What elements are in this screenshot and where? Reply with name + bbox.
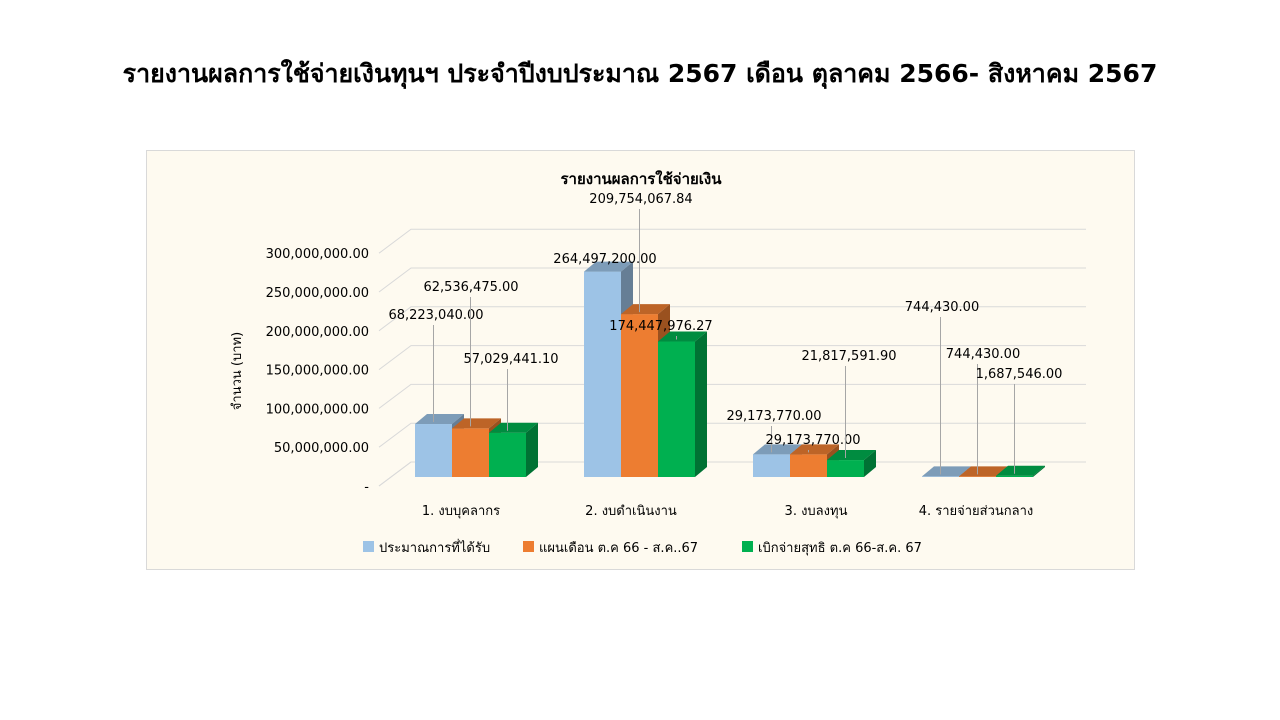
bar-side	[1033, 465, 1045, 477]
data-label: 29,173,770.00	[765, 433, 860, 448]
data-label: 174,447,976.27	[609, 319, 712, 334]
y-tick-label: 100,000,000.00	[266, 402, 369, 417]
bar-side	[526, 422, 538, 477]
bar-top	[959, 466, 1008, 477]
bar-top	[658, 331, 707, 342]
legend-swatch	[742, 541, 753, 552]
bar-top	[790, 444, 839, 455]
data-label: 1,687,546.00	[976, 367, 1063, 382]
x-tick-label: 3. งบลงทุน	[785, 504, 848, 519]
bar-top	[827, 450, 876, 461]
bar-top	[584, 261, 633, 272]
legend-swatch	[523, 541, 534, 552]
y-tick-label: 150,000,000.00	[266, 364, 369, 379]
bar-front	[621, 314, 658, 477]
bar-front	[452, 428, 489, 477]
y-tick-label: -	[364, 480, 369, 495]
gridline	[378, 422, 1086, 448]
bar-front	[489, 432, 526, 477]
gridline	[378, 267, 1086, 293]
y-axis-label: จำนวน (บาท)	[230, 332, 245, 410]
y-tick-label: 200,000,000.00	[266, 325, 369, 340]
bar-front	[415, 424, 452, 477]
bar-top	[753, 444, 802, 455]
bar-side	[695, 331, 707, 477]
data-label: 57,029,441.10	[463, 352, 558, 367]
x-tick-label: 4. รายจ่ายส่วนกลาง	[919, 504, 1034, 519]
x-tick-label: 1. งบบุคลากร	[422, 504, 500, 519]
data-label: 62,536,475.00	[423, 280, 518, 295]
bar-top	[621, 304, 670, 315]
x-tick-label: 2. งบดำเนินงาน	[585, 504, 677, 519]
data-label: 29,173,770.00	[726, 409, 821, 424]
bar-front	[790, 454, 827, 477]
bar-front	[922, 476, 959, 477]
data-label: 264,497,200.00	[553, 252, 656, 267]
bar-front	[753, 454, 790, 477]
data-label: 744,430.00	[946, 347, 1020, 362]
bar-front	[996, 475, 1033, 477]
legend-label: แผนเดือน ต.ค 66 - ส.ค..67	[539, 540, 698, 556]
legend-label: ประมาณการที่ได้รับ	[379, 539, 490, 556]
legend-label: เบิกจ่ายสุทธิ ต.ค 66-ส.ค. 67	[758, 541, 922, 556]
bar-top	[922, 466, 971, 477]
y-tick-label: 250,000,000.00	[266, 286, 369, 301]
page-title: รายงานผลการใช้จ่ายเงินทุนฯ ประจำปีงบประม…	[122, 59, 1158, 88]
bar-front	[827, 460, 864, 477]
gridline	[378, 228, 1086, 254]
data-label: 21,817,591.90	[801, 349, 896, 364]
chart-title: รายงานผลการใช้จ่ายเงิน	[560, 170, 722, 188]
data-label: 68,223,040.00	[388, 308, 483, 323]
bar-front	[959, 476, 996, 477]
y-tick-label: 300,000,000.00	[266, 247, 369, 262]
y-tick-label: 50,000,000.00	[274, 441, 369, 456]
gridline	[378, 383, 1086, 409]
chart-area: - 50,000,000.00 100,000,000.00 150,000,000.…	[146, 150, 1135, 570]
bar-front	[584, 271, 621, 477]
bar-top	[489, 422, 538, 433]
bar-front	[658, 341, 695, 477]
gridline	[378, 345, 1086, 371]
bar-top	[415, 414, 464, 425]
gridline	[378, 306, 1086, 332]
data-label: 209,754,067.84	[589, 192, 692, 207]
bar-top	[996, 465, 1045, 476]
bar-chart-3d: - 50,000,000.00 100,000,000.00 150,000,000.…	[230, 170, 1086, 556]
data-label: 744,430.00	[905, 300, 979, 315]
bar-top	[452, 418, 501, 429]
bar-side	[864, 450, 876, 477]
legend-swatch	[363, 541, 374, 552]
